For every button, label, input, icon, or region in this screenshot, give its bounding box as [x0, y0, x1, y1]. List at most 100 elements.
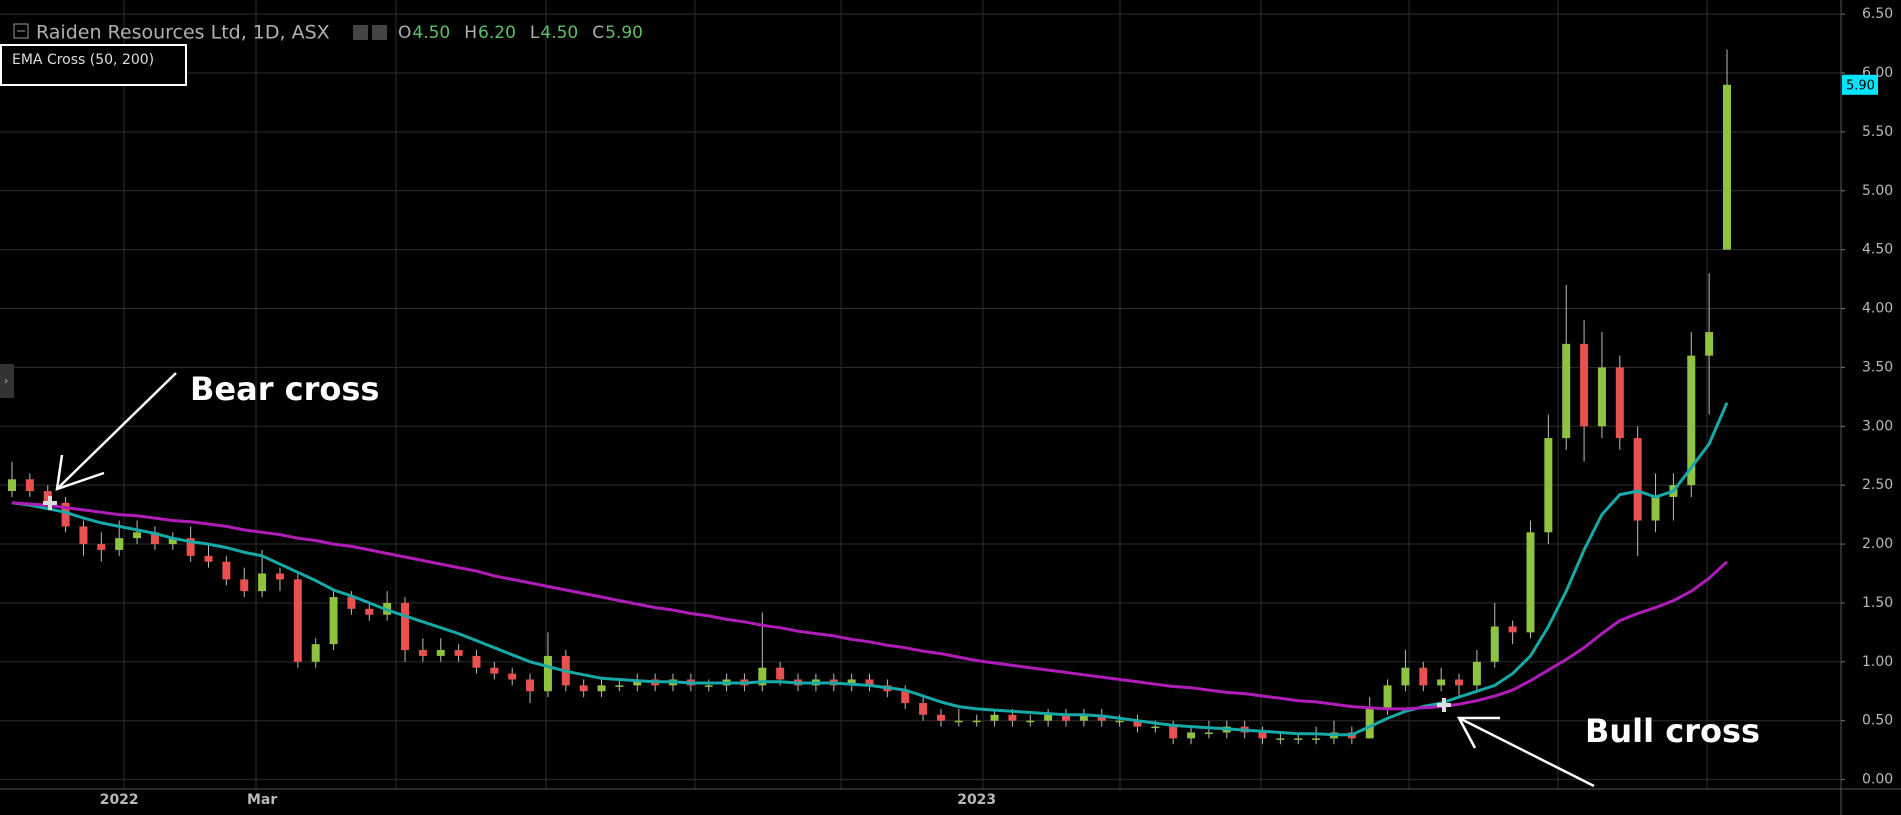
arrow-head: [55, 454, 105, 491]
candle-body: [472, 655, 481, 668]
candle-body: [1044, 714, 1053, 721]
y-tick-label: 1.50: [1862, 595, 1893, 611]
candle-body: [1312, 738, 1321, 740]
ohlc-value: 6.20: [478, 23, 516, 43]
settings-icon[interactable]: [353, 25, 368, 40]
candle-body: [1008, 714, 1017, 721]
candle-body: [1187, 732, 1196, 739]
candle-body: [847, 679, 856, 686]
arrow-shaft: [56, 372, 177, 490]
x-tick-label: 2022: [100, 792, 139, 808]
last-price-badge: [1842, 74, 1878, 95]
candle-body: [1508, 626, 1517, 633]
candle-body: [1651, 496, 1660, 521]
candle-body: [526, 679, 535, 692]
candle-body: [1169, 726, 1178, 739]
indicator-box[interactable]: [0, 44, 187, 86]
candle-body: [115, 538, 124, 550]
candle-body: [1544, 438, 1553, 533]
ohlc-value: 5.90: [605, 23, 643, 43]
candle-body: [579, 685, 588, 692]
candle-body: [1705, 332, 1714, 356]
annotation: Bull cross: [1585, 712, 1760, 750]
bull-arrow: [1456, 716, 1595, 788]
candle-body: [758, 667, 767, 686]
x-tick-label: Mar: [247, 792, 277, 808]
candle-body: [1633, 438, 1642, 521]
candle-body: [347, 597, 356, 609]
candle-body: [543, 655, 552, 692]
candle-body: [204, 555, 213, 562]
candle-body: [1097, 714, 1106, 721]
candle-body: [919, 703, 928, 715]
candle-body: [615, 685, 624, 687]
candle-body: [97, 544, 106, 550]
candle-body: [8, 479, 16, 492]
candle-body: [704, 685, 713, 687]
candle-body: [329, 597, 338, 645]
y-tick-label: 2.00: [1862, 536, 1893, 552]
candle-body: [1472, 661, 1481, 686]
candle-body: [1526, 532, 1535, 633]
candle-body: [972, 720, 981, 723]
indicator-label: EMA Cross (50, 200): [12, 52, 154, 68]
y-tick-label: 5.00: [1862, 183, 1893, 199]
y-tick-label: 0.50: [1862, 713, 1893, 729]
collapse-icon[interactable]: [13, 23, 29, 39]
candle-body: [901, 691, 910, 704]
arrow-shaft: [1458, 716, 1595, 788]
settings-icon[interactable]: [372, 25, 387, 40]
arrow-head: [1456, 716, 1500, 749]
candle-body: [508, 673, 517, 680]
ohlc-key: O: [398, 23, 411, 43]
bear-arrow: [55, 372, 177, 491]
candle-body: [990, 714, 999, 721]
candle-body: [168, 538, 177, 545]
ohlc-key: H: [464, 23, 477, 43]
candle-body: [61, 502, 70, 527]
candle-body: [1455, 679, 1464, 686]
candle-body: [25, 479, 34, 492]
candle-body: [1687, 355, 1696, 486]
candle-body: [1276, 738, 1285, 740]
candle-body: [240, 579, 249, 592]
candle-body: [1294, 738, 1303, 740]
candle-body: [1419, 667, 1428, 686]
candle-body: [865, 679, 874, 686]
candle-body: [454, 650, 463, 656]
candle-body: [1562, 343, 1571, 439]
candle-body: [1383, 685, 1392, 709]
candle-body: [311, 644, 320, 662]
candle-body: [1597, 367, 1606, 427]
candle-body: [1615, 367, 1624, 439]
candle-body: [776, 667, 785, 680]
candle-body: [1026, 720, 1035, 723]
candle-body: [954, 720, 963, 723]
y-tick-label: 3.50: [1862, 359, 1893, 375]
candle-body: [490, 667, 499, 674]
candle-body: [1365, 708, 1374, 739]
ohlc-value: 4.50: [540, 23, 578, 43]
side-tab[interactable]: [0, 364, 14, 398]
candle-body: [597, 685, 606, 692]
candle-body: [1115, 720, 1124, 723]
side-tab-icon: ›: [4, 374, 8, 387]
y-tick-label: 2.50: [1862, 477, 1893, 493]
y-tick-label: 1.00: [1862, 654, 1893, 670]
candle-body: [275, 573, 284, 580]
candle-body: [1723, 84, 1731, 250]
cross-marker: [43, 496, 57, 510]
candle-body: [418, 650, 427, 656]
y-tick-label: 6.50: [1862, 6, 1893, 22]
candle-body: [1437, 679, 1446, 686]
candle-body: [79, 526, 88, 545]
ohlc-key: C: [592, 23, 604, 43]
candle-body: [633, 679, 642, 686]
candle-body: [258, 573, 267, 592]
candle-body: [1258, 732, 1267, 739]
y-tick-label: 4.00: [1862, 301, 1893, 317]
y-tick-label: 5.50: [1862, 124, 1893, 140]
candle-body: [1490, 626, 1499, 662]
candle-body: [222, 561, 231, 580]
